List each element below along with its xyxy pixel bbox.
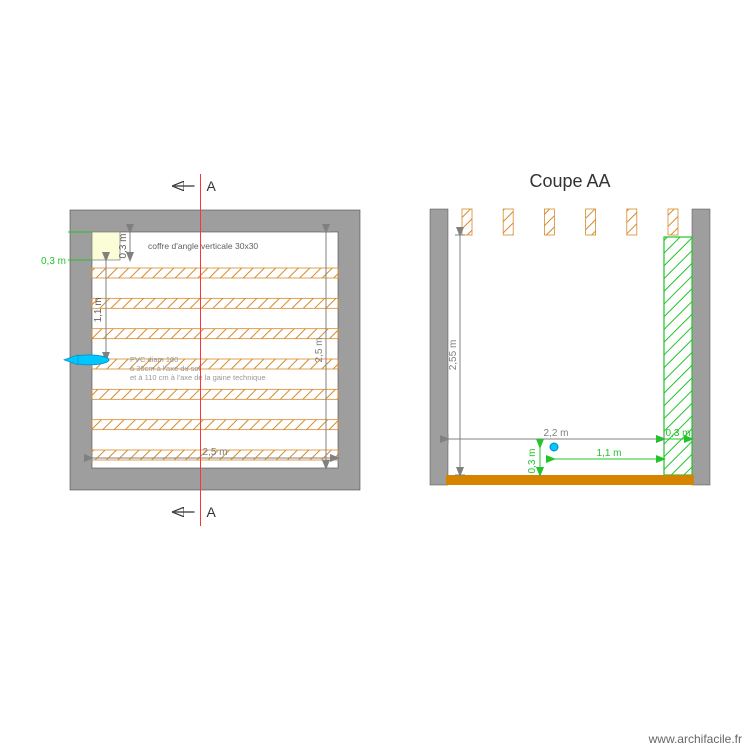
svg-text:2,2 m: 2,2 m (543, 428, 568, 439)
svg-text:coffre d'angle verticale 30x30: coffre d'angle verticale 30x30 (148, 241, 258, 251)
svg-text:0,3 m: 0,3 m (665, 428, 690, 439)
svg-text:1,1 m: 1,1 m (93, 297, 104, 322)
plan-view: 0,3 m 0,3 m coffre d'angle verticale 30x30… (41, 174, 360, 526)
svg-text:PVC diam 100: PVC diam 100 (130, 355, 178, 364)
section-view: Coupe AA 2,55 m 2,2 m 0,3 m 1,1 m 0,3 m (430, 171, 710, 485)
svg-text:1,1 m: 1,1 m (596, 448, 621, 459)
svg-text:0,3 m: 0,3 m (118, 233, 129, 258)
svg-text:A: A (207, 178, 217, 194)
svg-text:A: A (207, 504, 217, 520)
watermark-text: www.archifacile.fr (649, 732, 742, 746)
svg-text:2,5 m: 2,5 m (314, 337, 325, 362)
svg-text:et à 110 cm à l'axe de la gain: et à 110 cm à l'axe de la gaine techniqu… (130, 373, 266, 382)
svg-text:à 30cm à l'axe du sol: à 30cm à l'axe du sol (130, 364, 201, 373)
svg-text:2,55 m: 2,55 m (448, 340, 459, 371)
svg-text:0,3 m: 0,3 m (41, 256, 66, 267)
svg-text:2,5 m: 2,5 m (202, 447, 227, 458)
svg-text:Coupe AA: Coupe AA (529, 171, 610, 191)
svg-text:0,3 m: 0,3 m (527, 448, 538, 473)
drawing-canvas: 0,3 m 0,3 m coffre d'angle verticale 30x30… (0, 0, 750, 750)
